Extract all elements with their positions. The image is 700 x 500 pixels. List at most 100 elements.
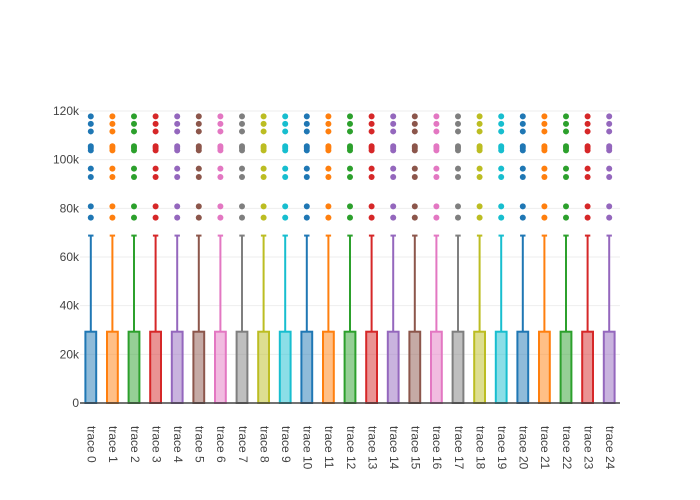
box-trace <box>516 113 530 405</box>
x-category-label: trace 11 <box>322 426 336 469</box>
outlier-point <box>390 128 397 135</box>
x-category-label: trace 19 <box>495 426 509 470</box>
outlier-point <box>239 173 245 180</box>
box-iqr <box>257 330 271 405</box>
box-iqr <box>559 330 573 405</box>
outlier-point <box>347 214 353 221</box>
outlier-point <box>87 113 94 120</box>
outlier-point <box>584 113 591 120</box>
box-trace <box>257 113 271 405</box>
outlier-point <box>563 173 569 180</box>
outlier-point <box>368 203 375 210</box>
outlier-point <box>217 113 224 120</box>
box-iqr <box>365 330 379 405</box>
outlier-point <box>174 120 181 127</box>
outlier-point <box>584 214 591 221</box>
outlier-point <box>282 203 289 210</box>
y-tick-label: 80k <box>60 201 80 215</box>
outlier-point <box>433 173 440 180</box>
box-iqr <box>149 330 162 405</box>
outlier-point <box>109 203 116 210</box>
outlier-point <box>584 173 591 180</box>
outlier-point <box>195 165 202 172</box>
outlier-point <box>282 165 289 172</box>
outlier-point <box>498 165 505 172</box>
outlier-point <box>131 173 137 180</box>
outlier-point <box>325 214 332 221</box>
outlier-point <box>217 165 224 172</box>
outlier-point <box>109 173 116 180</box>
outlier-point <box>433 113 440 120</box>
outlier-point <box>411 173 418 180</box>
box-iqr <box>516 330 530 405</box>
outlier-point <box>325 173 332 180</box>
outlier-point <box>87 128 94 135</box>
box-iqr <box>602 330 616 405</box>
outlier-point <box>239 165 245 172</box>
box-trace <box>149 113 162 405</box>
outlier-point <box>282 214 289 221</box>
outlier-point <box>152 143 159 150</box>
box-iqr <box>386 330 400 405</box>
outlier-point <box>541 113 548 120</box>
outlier-point <box>152 165 159 172</box>
outlier-point <box>498 214 505 221</box>
outlier-point <box>195 173 202 180</box>
outlier-point <box>347 165 353 172</box>
outlier-point <box>368 143 375 150</box>
outlier-point <box>411 165 418 172</box>
y-tick-label: 40k <box>60 299 80 313</box>
outlier-point <box>584 128 591 135</box>
x-category-label: trace 6 <box>214 426 228 463</box>
x-category-label: trace 15 <box>409 426 423 470</box>
box-iqr <box>538 330 551 405</box>
outlier-point <box>368 113 375 120</box>
x-category-label: trace 16 <box>430 426 444 470</box>
outlier-point <box>174 214 181 221</box>
outlier-point <box>563 113 569 120</box>
box-trace <box>192 113 206 405</box>
outlier-point <box>87 203 94 210</box>
box-iqr <box>473 330 487 405</box>
box-iqr <box>84 330 98 405</box>
outlier-point <box>131 113 137 120</box>
outlier-point <box>87 143 94 150</box>
outlier-point <box>174 128 181 135</box>
box-iqr <box>494 330 508 405</box>
outlier-point <box>563 203 569 210</box>
outlier-point <box>260 214 267 221</box>
outlier-point <box>498 203 505 210</box>
outlier-point <box>347 143 353 150</box>
box-trace <box>365 113 379 405</box>
outlier-point <box>303 143 310 150</box>
outlier-point <box>195 128 202 135</box>
outlier-point <box>411 214 418 221</box>
outlier-point <box>325 143 332 150</box>
outlier-point <box>195 143 202 150</box>
outlier-point <box>87 165 94 172</box>
outlier-point <box>282 173 289 180</box>
outlier-point <box>239 128 245 135</box>
outlier-point <box>563 165 569 172</box>
outlier-point <box>303 165 310 172</box>
outlier-point <box>239 214 245 221</box>
box-iqr <box>278 330 292 405</box>
x-category-label: trace 22 <box>560 426 574 470</box>
outlier-point <box>303 173 310 180</box>
outlier-point <box>152 113 159 120</box>
outlier-point <box>563 143 569 150</box>
outlier-point <box>131 128 137 135</box>
outlier-point <box>455 113 461 120</box>
box-trace <box>602 113 616 405</box>
box-trace <box>235 113 249 405</box>
outlier-point <box>131 214 137 221</box>
box-iqr <box>343 330 357 405</box>
outlier-point <box>433 120 440 127</box>
outlier-point <box>303 120 310 127</box>
outlier-point <box>390 165 397 172</box>
box-trace <box>300 113 314 405</box>
x-category-label: trace 9 <box>279 426 293 463</box>
outlier-point <box>282 113 289 120</box>
x-category-label: trace 23 <box>581 426 595 470</box>
x-category-label: trace 10 <box>301 426 315 470</box>
